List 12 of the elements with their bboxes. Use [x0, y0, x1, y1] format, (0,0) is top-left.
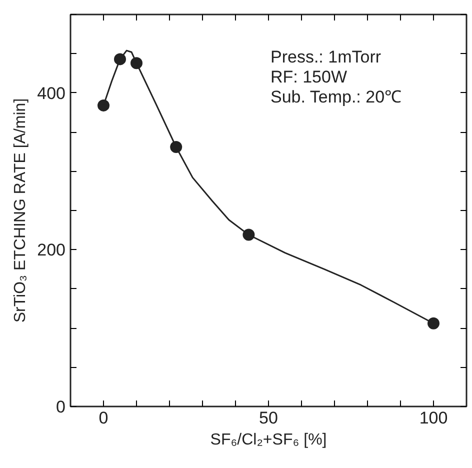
- x-tick-label: 50: [259, 408, 278, 428]
- x-axis-title: SF₆/Cl₂+SF₆ [%]: [210, 432, 327, 448]
- point: [98, 99, 110, 112]
- y-tick-label: 200: [37, 240, 66, 260]
- annotation: Press.: 1mTorr: [270, 48, 382, 66]
- y-tick-label: 400: [37, 84, 66, 103]
- point: [428, 317, 440, 330]
- x-tick-label: 100: [419, 408, 448, 428]
- x-tick-label: 0: [98, 408, 108, 428]
- y-axis-title: SrTiO₃ ETCHING RATE [A/min]: [12, 98, 30, 323]
- annotation: Sub. Temp.: 20℃: [270, 88, 402, 106]
- annotation: RF: 150W: [270, 68, 348, 86]
